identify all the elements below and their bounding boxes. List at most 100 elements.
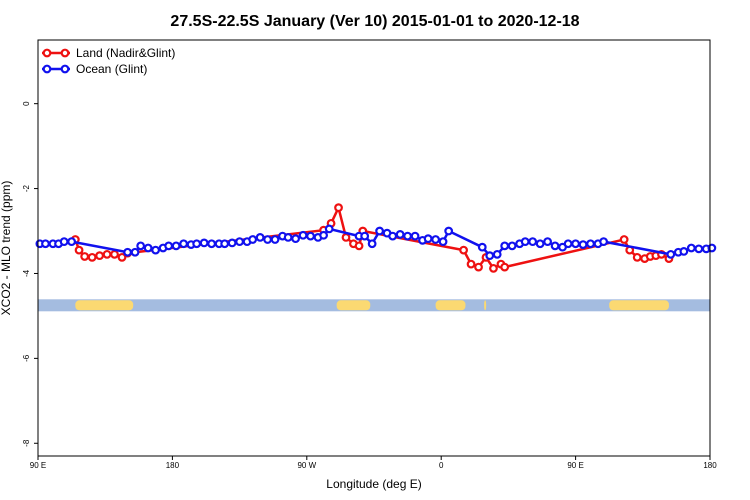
- point-s2-25: [248, 235, 258, 244]
- point-s2-61: [550, 241, 560, 251]
- x-tick-label-2: 180: [166, 461, 180, 470]
- point-s2-2: [41, 239, 50, 249]
- x-tick-label-5: 90 E: [567, 461, 583, 470]
- point-s1-3: [80, 252, 90, 261]
- point-s2-5: [59, 237, 69, 247]
- point-s2-38: [360, 231, 370, 241]
- point-s2-55: [507, 241, 517, 251]
- point-s2-44: [403, 231, 413, 241]
- point-s2-39: [367, 239, 377, 249]
- point-s2-7: [123, 247, 132, 257]
- y-axis: 0 -2 -4 -6 -8: [22, 101, 38, 447]
- point-s2-36: [324, 224, 334, 234]
- point-s1-23: [500, 262, 510, 272]
- point-s2-19: [207, 239, 217, 249]
- x-axis: 90 E 180 90 W 0 90 E 180: [30, 456, 717, 470]
- point-s2-30: [283, 232, 293, 242]
- point-s2-51: [477, 242, 487, 252]
- point-s1-21: [489, 263, 498, 273]
- point-s2-58: [528, 237, 538, 247]
- point-s2-48: [431, 235, 441, 244]
- point-s2-21: [220, 239, 230, 249]
- point-s2-57: [520, 237, 530, 247]
- point-s1-18: [466, 259, 476, 269]
- legend-marker-1b: [60, 48, 70, 58]
- point-s1-17: [459, 245, 469, 255]
- point-s2-66: [586, 239, 595, 249]
- legend-marker-1a: [42, 48, 52, 58]
- point-s2-73: [694, 244, 704, 254]
- point-s2-8: [130, 247, 140, 257]
- land-segment-3: [435, 300, 466, 311]
- point-s2-32: [298, 230, 308, 240]
- point-s2-9: [136, 241, 146, 251]
- x-tick-label-3: 90 W: [297, 461, 316, 470]
- series-line-1: [74, 204, 670, 271]
- point-s2-50: [444, 226, 454, 236]
- point-s2-71: [679, 246, 689, 256]
- point-s1-2: [74, 245, 84, 255]
- point-s2-33: [306, 231, 315, 241]
- point-s2-14: [171, 241, 181, 251]
- point-s2-68: [599, 237, 608, 247]
- land-segment-5: [609, 300, 669, 311]
- series-2: [35, 224, 717, 261]
- land-mask: [38, 299, 710, 312]
- point-s1-13: [341, 232, 351, 242]
- point-s2-45: [410, 231, 420, 241]
- y-tick-label-1: 0: [22, 101, 31, 106]
- x-tick-label-1: 90 E: [30, 461, 46, 470]
- land-segment-4: [484, 300, 487, 311]
- point-s1-8: [117, 252, 127, 262]
- point-s1-24: [619, 235, 629, 244]
- point-s2-26: [255, 232, 265, 242]
- point-s2-43: [395, 230, 405, 239]
- point-s2-72: [686, 243, 696, 253]
- point-s2-59: [535, 239, 545, 249]
- point-s2-60: [543, 237, 552, 247]
- point-s2-22: [227, 238, 237, 248]
- point-s2-17: [192, 239, 202, 249]
- point-s2-63: [563, 239, 573, 249]
- point-s2-11: [151, 245, 161, 255]
- y-tick-label-5: -8: [22, 439, 31, 447]
- y-axis-title: XCO2 - MLO trend (ppm): [0, 181, 13, 316]
- point-s2-23: [235, 237, 245, 247]
- point-s2-69: [666, 249, 676, 259]
- point-s2-54: [500, 241, 510, 251]
- point-s2-27: [263, 235, 273, 244]
- point-s1-15: [354, 241, 364, 251]
- series-1: [70, 203, 674, 273]
- legend-label-2: Ocean (Glint): [76, 62, 147, 76]
- point-s2-28: [270, 235, 280, 244]
- point-s2-47: [423, 234, 433, 244]
- point-s1-12: [334, 203, 343, 213]
- y-tick-label-4: -6: [22, 354, 31, 362]
- point-s1-26: [632, 252, 642, 262]
- point-s2-31: [291, 234, 301, 244]
- legend: Land (Nadir&Glint) Ocean (Glint): [42, 46, 175, 76]
- land-segment-2: [336, 300, 371, 311]
- plot-frame: [37, 39, 711, 457]
- x-tick-label-4: 0: [439, 461, 444, 470]
- x-tick-label-6: 180: [703, 461, 717, 470]
- point-s1-19: [474, 262, 483, 272]
- point-s2-35: [319, 230, 329, 240]
- x-axis-title: Longitude (deg E): [326, 477, 421, 491]
- point-s2-53: [492, 249, 502, 259]
- legend-marker-2a: [42, 64, 52, 74]
- point-s2-49: [438, 237, 448, 247]
- point-s1-7: [110, 249, 119, 259]
- point-s2-13: [164, 241, 174, 251]
- point-s2-52: [485, 251, 495, 261]
- land-segment-1: [75, 300, 134, 311]
- point-s1-5: [95, 251, 104, 261]
- ocean-band: [38, 299, 710, 312]
- point-s2-10: [143, 243, 153, 253]
- point-s2-65: [578, 240, 588, 250]
- point-s2-18: [199, 238, 209, 248]
- point-s2-64: [571, 239, 580, 249]
- point-s2-42: [388, 231, 398, 241]
- chart-title: 27.5S-22.5S January (Ver 10) 2015-01-01 …: [170, 13, 579, 30]
